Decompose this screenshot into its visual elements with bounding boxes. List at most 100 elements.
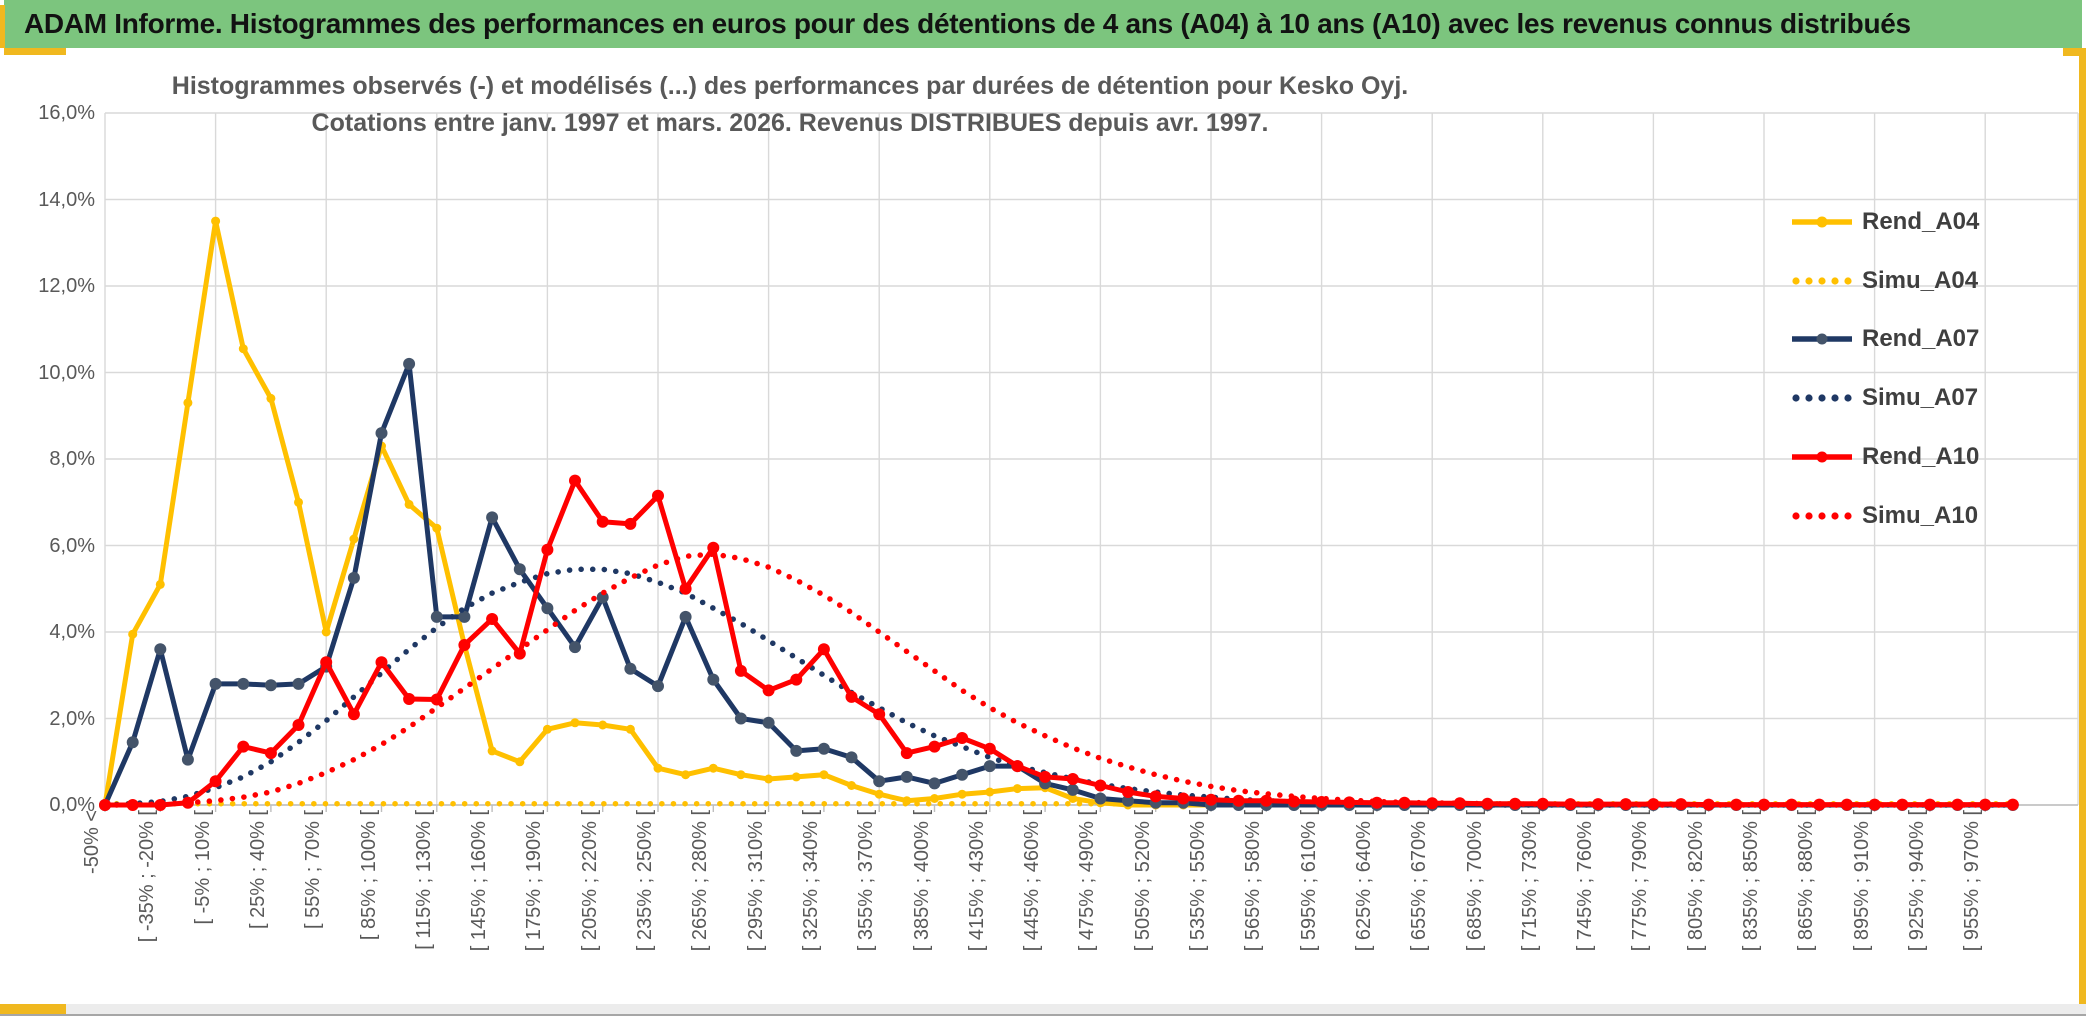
x-tick-label: [ 295% ; 310% [ <box>744 810 767 952</box>
series-marker-Rend_A04 <box>570 718 580 728</box>
series-marker-Rend_A10 <box>596 515 609 528</box>
series-marker-Rend_A10 <box>1730 798 1743 811</box>
series-line-Simu_A10 <box>102 551 2016 808</box>
y-tick-label: 16,0% <box>38 102 95 124</box>
gold-accent-bottom-left[interactable] <box>0 1004 66 1014</box>
gold-accent-top-right <box>2063 48 2086 56</box>
series-marker-Rend_A04 <box>515 757 525 767</box>
document-title: ADAM Informe. Histogrammes des performan… <box>24 8 1911 39</box>
legend-item-Rend_A10[interactable]: Rend_A10 <box>1790 440 1979 474</box>
series-line-Rend_A04 <box>102 218 2013 808</box>
series-line-Simu_A07 <box>102 566 2016 808</box>
series-marker-Rend_A07 <box>126 736 139 749</box>
x-tick-label: [ 85% ; 100% [ <box>357 810 380 941</box>
series-marker-Rend_A04 <box>404 499 414 509</box>
document-title-bar: ADAM Informe. Histogrammes des performan… <box>4 0 2082 48</box>
series-marker-Rend_A04 <box>653 763 663 773</box>
x-tick-label: [ 415% ; 430% [ <box>965 810 988 952</box>
y-tick-label: 0,0% <box>49 794 95 816</box>
series-marker-Rend_A04 <box>1012 784 1022 794</box>
legend-label: Simu_A10 <box>1862 501 1979 529</box>
series-marker-Rend_A04 <box>598 720 608 730</box>
series-marker-Rend_A07 <box>928 777 941 790</box>
series-marker-Rend_A10 <box>1951 798 1964 811</box>
series-marker-Rend_A10 <box>817 643 830 656</box>
series-marker-Rend_A07 <box>403 357 416 370</box>
series-marker-Rend_A07 <box>513 563 526 576</box>
series-marker-Rend_A10 <box>292 719 305 731</box>
series-line-Rend_A10 <box>105 478 2013 808</box>
legend-item-Simu_A10[interactable]: Simu_A10 <box>1790 499 1978 533</box>
x-tick-label: [ 55% ; 70% [ <box>302 810 325 929</box>
x-tick-label: [ 445% ; 460% [ <box>1021 810 1044 952</box>
legend-item-Simu_A04[interactable]: Simu_A04 <box>1790 264 1978 298</box>
gold-accent-right-border <box>2079 48 2086 1004</box>
x-tick-label: [ 205% ; 220% [ <box>578 810 601 952</box>
legend-item-Rend_A04[interactable]: Rend_A04 <box>1790 205 1979 239</box>
x-tick-label: [ 685% ; 700% [ <box>1463 810 1486 952</box>
chart-title-line2: Cotations entre janv. 1997 et mars. 2026… <box>311 109 1269 137</box>
legend-label: Simu_A04 <box>1862 266 1979 294</box>
series-marker-Rend_A04 <box>764 774 774 784</box>
series-marker-Rend_A10 <box>707 541 720 554</box>
series-marker-Rend_A10 <box>1260 794 1273 807</box>
series-marker-Rend_A10 <box>569 474 581 487</box>
series-marker-Rend_A04 <box>155 579 165 589</box>
x-tick-label: [ 955% ; 970% [ <box>1961 810 1984 952</box>
x-tick-label: [ 775% ; 790% [ <box>1629 810 1652 952</box>
series-marker-Rend_A10 <box>375 656 388 669</box>
chart-title-line1: Histogrammes observés (-) et modélisés (… <box>171 72 1409 100</box>
series-marker-Rend_A10 <box>264 747 277 760</box>
series-marker-Rend_A07 <box>347 571 360 584</box>
legend-item-Rend_A07[interactable]: Rend_A07 <box>1790 322 1979 356</box>
series-marker-Rend_A04 <box>266 393 276 403</box>
series-marker-Rend_A10 <box>1232 794 1245 807</box>
x-tick-label: [ 835% ; 850% [ <box>1740 810 1762 952</box>
x-tick-label: [ 475% ; 490% [ <box>1076 810 1099 952</box>
series-marker-Rend_A10 <box>762 684 775 697</box>
x-tick-label: [ 145% ; 160% [ <box>468 810 491 952</box>
series-marker-Rend_A04 <box>432 523 442 533</box>
y-tick-label: 14,0% <box>38 188 95 211</box>
series-marker-Rend_A10 <box>928 740 941 753</box>
series-marker-Rend_A04 <box>321 627 331 637</box>
legend-swatch-dotted <box>1792 394 1852 402</box>
x-tick-label: [ 115% ; 130% [ <box>412 810 435 950</box>
y-tick-label: 6,0% <box>49 534 95 557</box>
series-marker-Rend_A10 <box>983 742 996 755</box>
x-tick-label: [ 505% ; 520% [ <box>1131 810 1154 952</box>
series-marker-Rend_A10 <box>541 543 554 556</box>
series-marker-Rend_A07 <box>762 716 775 729</box>
series-marker-Rend_A10 <box>1011 760 1024 773</box>
series-marker-Rend_A04 <box>874 789 884 799</box>
series-marker-Rend_A07 <box>734 712 747 725</box>
series-marker-Rend_A10 <box>956 732 969 744</box>
series-marker-Rend_A07 <box>486 511 499 524</box>
series-marker-Rend_A10 <box>347 708 360 721</box>
series-marker-Rend_A04 <box>930 794 939 803</box>
series-marker-Rend_A10 <box>1122 786 1134 798</box>
series-marker-Rend_A10 <box>873 708 886 721</box>
y-tick-label: 2,0% <box>49 707 95 730</box>
x-tick-label: [ 25% ; 40% [ <box>246 810 269 929</box>
series-marker-Rend_A04 <box>542 724 552 734</box>
series-marker-Rend_A07 <box>209 677 222 690</box>
series-marker-Rend_A04 <box>128 629 138 639</box>
legend-label: Rend_A07 <box>1862 325 1980 353</box>
x-tick-label: [ 235% ; 250% [ <box>634 810 656 952</box>
series-marker-Rend_A07 <box>900 770 913 783</box>
series-marker-Rend_A10 <box>209 775 222 788</box>
series-marker-Rend_A04 <box>791 772 801 782</box>
series-marker-Rend_A07 <box>652 680 664 693</box>
series-marker-Rend_A07 <box>237 677 250 690</box>
series-marker-Rend_A10 <box>237 740 250 753</box>
series-marker-Rend_A10 <box>845 690 858 703</box>
series-marker-Rend_A07 <box>181 753 194 766</box>
series-marker-Rend_A10 <box>1177 792 1190 805</box>
x-tick-label: [ 175% ; 190% [ <box>523 810 546 952</box>
series-marker-Rend_A07 <box>292 677 305 690</box>
legend-item-Simu_A07[interactable]: Simu_A07 <box>1790 381 1978 415</box>
y-tick-label: 8,0% <box>49 448 95 470</box>
series-marker-Rend_A07 <box>1066 783 1079 796</box>
